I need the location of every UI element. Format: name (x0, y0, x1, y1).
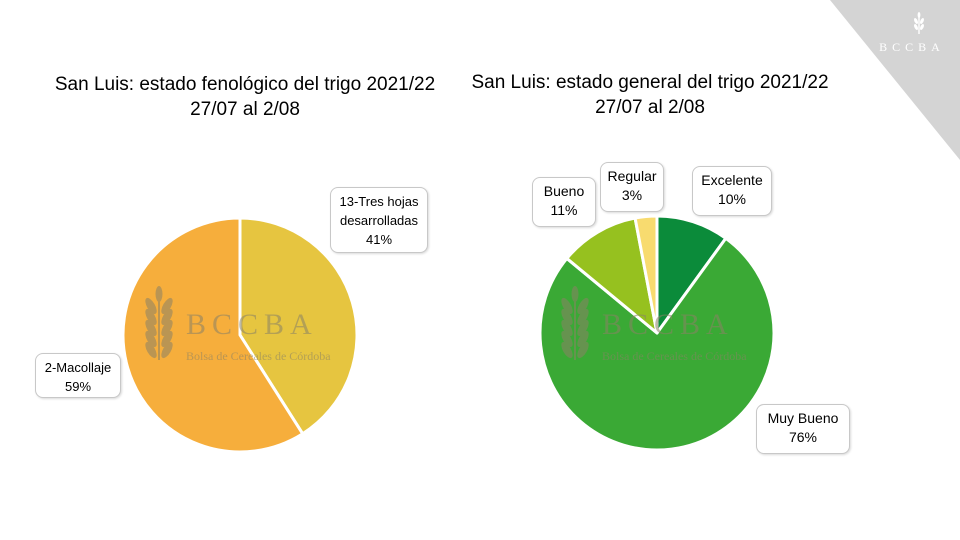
corner-logo (830, 0, 960, 160)
chart-2-subtitle: 27/07 al 2/08 (595, 97, 705, 118)
label-tres-hojas-line2: desarrolladas (339, 213, 419, 228)
label-bueno-value: 11% (550, 202, 578, 218)
label-regular: Regular 3% (600, 162, 664, 212)
wheat-icon (914, 12, 924, 34)
label-tres-hojas: 13-Tres hojas desarrolladas 41% (330, 187, 428, 253)
corner-logo-text: BCCBA (879, 40, 945, 54)
chart-2-title-line: San Luis: estado general del trigo 2021/… (471, 72, 829, 93)
watermark-title: BCCBA (186, 308, 318, 341)
bccba-watermark: BCCBA Bolsa de Cereales de Córdoba (145, 286, 331, 363)
chart-1-title: San Luis: estado fenológico del trigo 20… (40, 72, 450, 122)
watermark-subtitle: Bolsa de Cereales de Córdoba (186, 349, 331, 363)
label-tres-hojas-value: 41% (365, 232, 393, 247)
label-muy-bueno-name: Muy Bueno (767, 410, 839, 426)
watermark-subtitle: Bolsa de Cereales de Córdoba (602, 349, 747, 363)
pie-slice-2-macollaje (121, 216, 305, 454)
pie-slice-regular (633, 214, 659, 335)
label-bueno: Bueno 11% (532, 177, 596, 227)
chart-2-title: San Luis: estado general del trigo 2021/… (455, 70, 845, 120)
pie-slice-bueno (565, 216, 659, 335)
wheat-icon (561, 286, 589, 360)
wheat-icon (145, 286, 173, 360)
pie-slice-muy-bueno (538, 236, 776, 452)
label-excelente-name: Excelente (701, 172, 763, 188)
label-regular-value: 3% (621, 187, 643, 203)
label-macollaje-name: 2-Macollaje (44, 360, 112, 375)
label-macollaje: 2-Macollaje 59% (35, 353, 121, 398)
label-muy-bueno-value: 76% (788, 429, 818, 445)
label-regular-name: Regular (607, 168, 657, 184)
bccba-watermark: BCCBA Bolsa de Cereales de Córdoba (561, 286, 747, 363)
label-excelente-value: 10% (717, 191, 747, 207)
phenology-pie-chart: BCCBA Bolsa de Cereales de Córdoba (121, 216, 359, 454)
chart-1-subtitle: 27/07 al 2/08 (190, 99, 300, 120)
label-muy-bueno: Muy Bueno 76% (756, 404, 850, 454)
watermark-title: BCCBA (602, 308, 734, 341)
label-excelente: Excelente 10% (692, 166, 772, 216)
chart-1-title-line: San Luis: estado fenológico del trigo 20… (54, 74, 436, 95)
condition-pie-chart: BCCBA Bolsa de Cereales de Córdoba (538, 214, 776, 452)
label-bueno-name: Bueno (543, 183, 585, 199)
label-macollaje-value: 59% (64, 379, 92, 394)
label-tres-hojas-line1: 13-Tres hojas (339, 194, 419, 209)
